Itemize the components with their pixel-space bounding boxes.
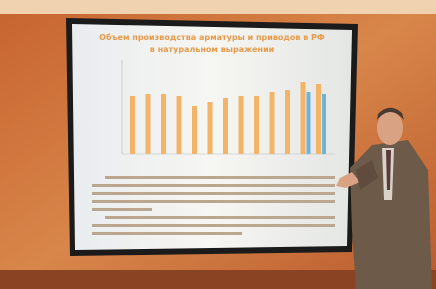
text-line <box>105 216 335 219</box>
slide-bar <box>192 106 197 154</box>
slide-bar <box>301 82 306 154</box>
head <box>377 111 403 145</box>
slide-bar <box>254 96 259 154</box>
slide-bar <box>177 96 182 154</box>
slide-bar <box>322 94 326 154</box>
slide-title: в натуральном выражении <box>150 45 275 54</box>
text-line <box>92 200 335 203</box>
ceiling <box>0 0 436 14</box>
slide-bar <box>307 92 311 154</box>
slide-bar <box>239 96 244 154</box>
text-line <box>92 232 242 235</box>
slide-bar <box>161 94 166 154</box>
slide-bar <box>130 96 135 154</box>
slide-bar <box>316 84 321 154</box>
text-line <box>92 192 335 195</box>
slide-bar <box>223 98 228 154</box>
slide-bar <box>208 102 213 154</box>
text-line <box>92 208 152 211</box>
slide-bar <box>146 94 151 154</box>
text-line <box>105 176 335 179</box>
slide-title: Объем производства арматуры и приводов в… <box>99 32 325 42</box>
slide-bar <box>285 90 290 154</box>
text-line <box>92 184 335 187</box>
text-line <box>92 224 335 227</box>
photo: Объем производства арматуры и приводов в… <box>0 0 436 289</box>
slide-bar <box>270 92 275 154</box>
